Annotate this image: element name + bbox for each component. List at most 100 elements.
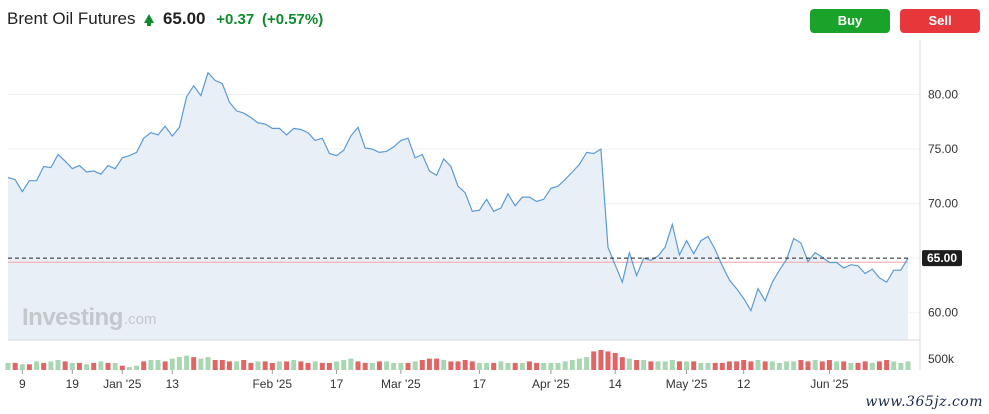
volume-bar bbox=[362, 362, 368, 370]
volume-bar bbox=[248, 362, 254, 370]
x-tick-label: Apr '25 bbox=[532, 377, 570, 391]
volume-bar bbox=[755, 360, 761, 370]
volume-bar bbox=[48, 361, 54, 370]
volume-bar bbox=[784, 361, 790, 370]
volume-bar bbox=[391, 362, 397, 370]
volume-bar bbox=[676, 361, 682, 370]
volume-bar bbox=[326, 362, 332, 370]
volume-bar bbox=[369, 362, 375, 370]
x-tick-label: 9 bbox=[19, 377, 26, 391]
current-price-label: 65.00 bbox=[927, 251, 957, 265]
volume-bar bbox=[34, 361, 40, 370]
volume-bar bbox=[734, 361, 740, 370]
volume-bar bbox=[126, 367, 132, 370]
volume-bar bbox=[841, 361, 847, 370]
volume-bar bbox=[426, 358, 432, 370]
x-tick-label: 17 bbox=[330, 377, 344, 391]
y-tick-label: 80.00 bbox=[928, 88, 958, 102]
volume-bar bbox=[526, 361, 532, 370]
volume-bar bbox=[819, 361, 825, 370]
x-tick-label: 17 bbox=[473, 377, 487, 391]
volume-bar bbox=[84, 364, 90, 370]
volume-bar bbox=[148, 360, 154, 370]
volume-bar bbox=[226, 361, 232, 370]
volume-bar bbox=[134, 365, 140, 370]
volume-bar bbox=[826, 360, 832, 370]
volume-bar bbox=[448, 361, 454, 370]
volume-bar bbox=[848, 362, 854, 370]
volume-bar bbox=[519, 362, 525, 370]
volume-bar bbox=[462, 360, 468, 370]
volume-bar bbox=[355, 361, 361, 370]
volume-bar bbox=[591, 351, 597, 370]
volume-bar bbox=[684, 361, 690, 370]
volume-bar bbox=[884, 360, 890, 370]
volume-bar bbox=[862, 361, 868, 370]
x-tick-label: Jun '25 bbox=[810, 377, 849, 391]
x-tick-label: 13 bbox=[166, 377, 180, 391]
buy-button[interactable]: Buy bbox=[810, 9, 890, 33]
volume-bar bbox=[655, 361, 661, 370]
volume-bar bbox=[312, 361, 318, 370]
y-tick-label: 60.00 bbox=[928, 306, 958, 320]
volume-bar bbox=[19, 364, 25, 370]
volume-bar bbox=[291, 360, 297, 370]
price-chart[interactable]: 80.00 75.00 70.00 60.00 9 19 Jan '25 13 Feb '25… bbox=[0, 40, 989, 414]
volume-bar bbox=[398, 362, 404, 370]
volume-bar bbox=[741, 360, 747, 370]
volume-bar bbox=[26, 364, 32, 370]
volume-bar bbox=[698, 362, 704, 370]
volume-bar bbox=[748, 361, 754, 370]
volume-bar bbox=[476, 362, 482, 370]
volume-bar bbox=[705, 362, 711, 370]
sell-button[interactable]: Sell bbox=[900, 9, 980, 33]
volume-bar bbox=[498, 361, 504, 370]
volume-bar bbox=[691, 361, 697, 370]
volume-tick-label: 500k bbox=[928, 352, 955, 366]
volume-bar bbox=[348, 358, 354, 370]
volume-bar bbox=[598, 350, 604, 370]
volume-bar bbox=[548, 362, 554, 370]
volume-bar bbox=[905, 361, 911, 370]
volume-bar bbox=[284, 361, 290, 370]
volume-bar bbox=[112, 362, 118, 370]
volume-bar bbox=[555, 362, 561, 370]
volume-bars bbox=[5, 350, 911, 370]
x-tick-label: 12 bbox=[737, 377, 751, 391]
volume-bar bbox=[255, 361, 261, 370]
volume-bar bbox=[212, 360, 218, 370]
volume-bar bbox=[41, 362, 47, 370]
volume-bar bbox=[569, 360, 575, 370]
volume-bar bbox=[855, 362, 861, 370]
y-tick-label: 75.00 bbox=[928, 142, 958, 156]
volume-bar bbox=[634, 360, 640, 370]
volume-bar bbox=[169, 358, 175, 370]
volume-bar bbox=[155, 360, 161, 370]
volume-bar bbox=[484, 362, 490, 370]
volume-bar bbox=[605, 351, 611, 370]
volume-bar bbox=[541, 362, 547, 370]
volume-bar bbox=[669, 360, 675, 370]
volume-bar bbox=[234, 361, 240, 370]
volume-bar bbox=[719, 362, 725, 370]
investing-logo: Investing bbox=[22, 304, 123, 331]
x-tick-label: Jan '25 bbox=[103, 377, 142, 391]
volume-bar bbox=[276, 361, 282, 370]
y-tick-label: 70.00 bbox=[928, 197, 958, 211]
x-tick-label: 14 bbox=[608, 377, 622, 391]
volume-bar bbox=[405, 362, 411, 370]
volume-bar bbox=[91, 362, 97, 370]
last-price: 65.00 bbox=[162, 9, 206, 28]
chart-header: Brent Oil Futures 65.00 +0.37 (+0.57%) B… bbox=[0, 0, 989, 40]
volume-bar bbox=[119, 365, 125, 370]
volume-bar bbox=[869, 362, 875, 370]
volume-bar bbox=[241, 360, 247, 370]
volume-bar bbox=[198, 358, 204, 370]
price-change-percent: (+0.57%) bbox=[261, 11, 324, 28]
volume-bar bbox=[576, 358, 582, 370]
volume-bar bbox=[219, 360, 225, 370]
volume-bar bbox=[319, 362, 325, 370]
volume-bar bbox=[412, 361, 418, 370]
site-watermark: www.365jz.com bbox=[865, 394, 983, 410]
volume-bar bbox=[419, 360, 425, 370]
